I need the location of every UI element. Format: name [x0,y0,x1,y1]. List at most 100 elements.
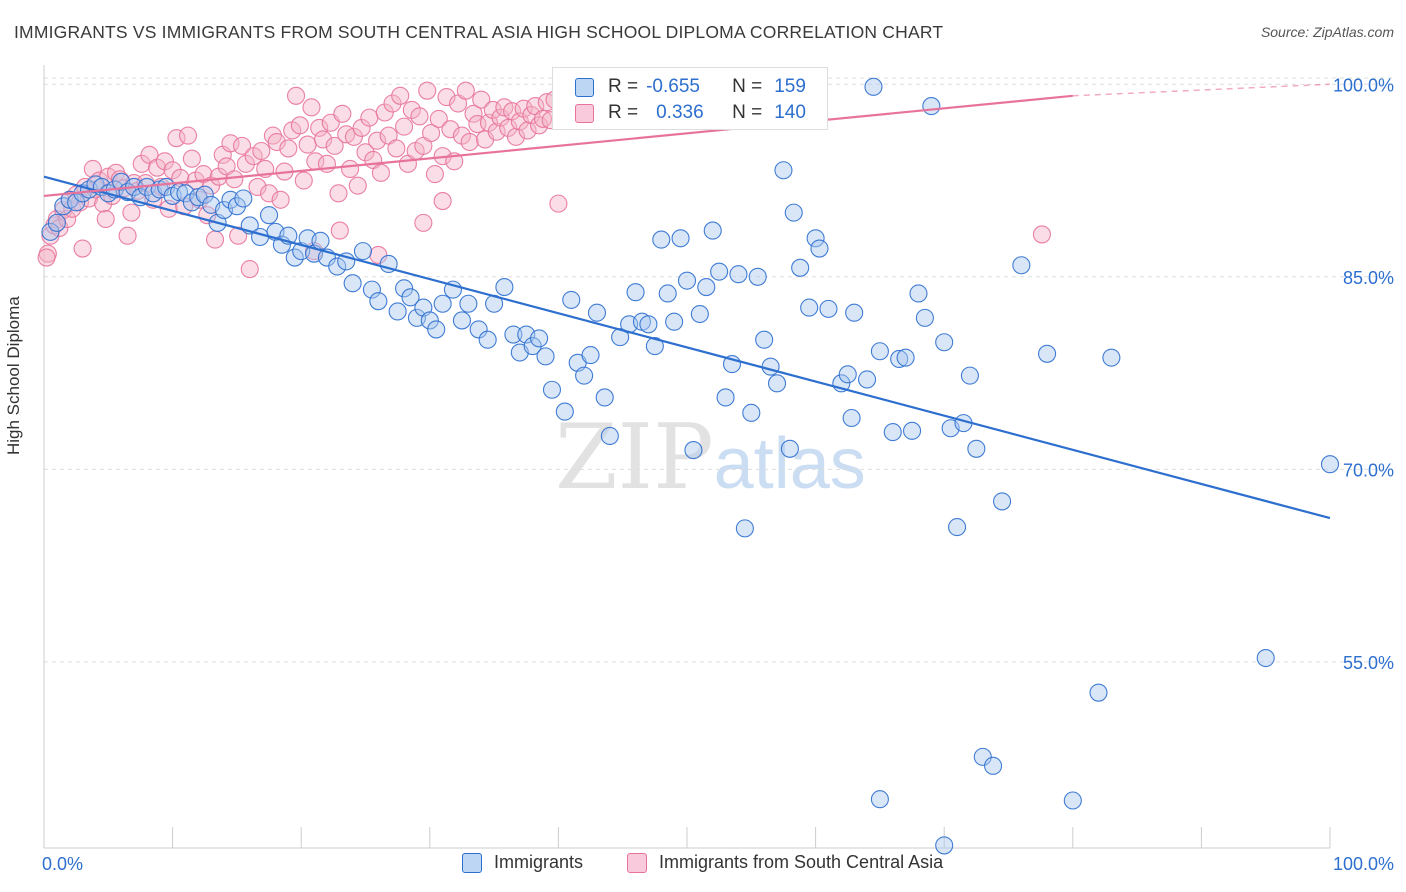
immigrants-point [587,303,607,322]
immigrants-point [806,229,825,248]
south-central-asia-point [271,190,290,209]
south-central-asia-point [287,86,306,105]
x-tick-label-max: 100.0% [1333,854,1394,874]
immigrants-point [984,756,1003,775]
trend-line-immigrants [43,175,1331,520]
immigrants-point [195,185,214,204]
south-central-asia-point [209,167,228,186]
south-central-asia-point [122,203,141,222]
immigrants-point [761,357,780,376]
tick-labels: 55.0% 70.0% 85.0% 100.0% 0.0% 100.0% [42,75,1394,874]
immigrants-point [369,292,388,311]
immigrants-point [716,388,735,407]
south-central-asia-point [178,126,198,145]
immigrants-point [883,423,902,442]
immigrants-point [935,836,954,855]
south-central-asia-point [506,127,526,146]
south-central-asia-point [1032,225,1051,244]
immigrants-point [857,370,877,389]
south-central-asia-point [330,221,349,240]
south-central-asia-point [368,131,387,150]
south-central-asia-point [360,108,379,127]
south-central-asia-point [298,135,317,154]
y-axis-label: High School Diploma [4,296,23,455]
south-central-asia-point [302,98,321,117]
immigrants-point [703,221,722,240]
y-tick-label: 55.0% [1343,653,1394,673]
immigrants-point [671,229,690,248]
south-central-asia-point [483,100,502,119]
immigrants-point [1012,256,1031,275]
immigrants-point [221,190,240,209]
south-central-asia-point [221,134,240,153]
south-central-asia-point [422,123,441,143]
south-central-asia-point [163,161,182,180]
immigrants-point [343,274,362,293]
bottom-legend-swatch-immigrants [462,852,482,873]
immigrants-point [645,337,664,356]
immigrants-point [530,329,549,348]
immigrants-point [870,790,889,809]
south-central-asia-point [456,81,475,100]
immigrants-point [973,747,992,766]
south-central-asia-point [240,260,259,279]
immigrants-point [581,346,600,365]
immigrants-point [452,311,472,330]
immigrants-point [555,402,574,421]
x-tick-label-min: 0.0% [42,854,83,874]
immigrants-point [47,213,66,232]
south-central-asia-point [267,132,286,152]
immigrants-point [1089,683,1108,702]
immigrants-point [890,349,909,368]
immigrants-point [420,311,439,330]
source-label: Source: ZipAtlas.com [1260,24,1394,40]
immigrants-point [780,439,799,458]
immigrants-point [922,97,941,116]
south-central-asia-point [464,104,483,123]
south-central-asia-point [167,129,186,148]
immigrants-point [575,366,594,385]
immigrants-point [504,325,523,344]
bottom-legend-label: Immigrants from South Central Asia [659,852,944,872]
immigrants-point [600,426,619,446]
immigrants-point [41,222,60,241]
immigrants-point [285,248,304,267]
south-central-asia-point [491,108,510,127]
south-central-asia-point [248,177,267,196]
immigrants-point [1320,455,1340,474]
stats-legend: R = -0.655 N = 159 R = 0.336 N = 140 [552,67,828,130]
immigrants-point [967,439,986,458]
south-central-asia-point [395,117,414,136]
trend-line-south-central-asia-extension [1072,83,1331,97]
immigrants-point [819,299,838,318]
immigrants-point [234,189,253,208]
immigrants-point [864,77,883,96]
south-central-asia-point [460,132,479,152]
south-central-asia-point [73,239,92,258]
south-central-asia-point [441,120,460,139]
legend-n-label: N = [732,76,763,97]
immigrants-point [915,308,934,327]
south-central-asia-point [371,163,390,182]
immigrants-point [250,227,270,247]
immigrants-point [495,278,514,297]
south-central-asia-point [418,81,437,100]
south-central-asia-point [96,209,115,229]
immigrants-point [684,441,703,460]
immigrants-point [469,320,488,339]
south-central-asia-point [387,139,406,158]
immigrants-point [536,347,555,366]
immigrants-point [401,288,420,307]
immigrants-point [748,267,767,286]
legend-row-immigrants: R = -0.655 N = 159 [575,75,806,99]
immigrants-point [1063,791,1082,810]
immigrants-point [902,421,922,440]
y-tick-label: 100.0% [1333,75,1394,95]
immigrants-point [896,348,915,367]
bottom-legend-south-central-asia: Immigrants from South Central Asia [627,852,943,873]
bottom-legend-immigrants: Immigrants [462,852,583,873]
immigrants-point [1102,348,1121,367]
south-central-asia-point [433,192,452,211]
south-central-asia-point [352,118,371,137]
